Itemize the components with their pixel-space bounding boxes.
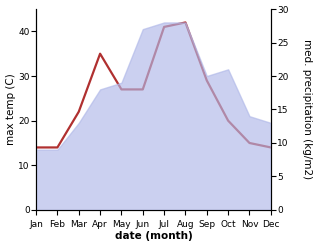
Y-axis label: med. precipitation (kg/m2): med. precipitation (kg/m2) xyxy=(302,40,313,180)
X-axis label: date (month): date (month) xyxy=(114,231,192,242)
Y-axis label: max temp (C): max temp (C) xyxy=(5,74,16,145)
